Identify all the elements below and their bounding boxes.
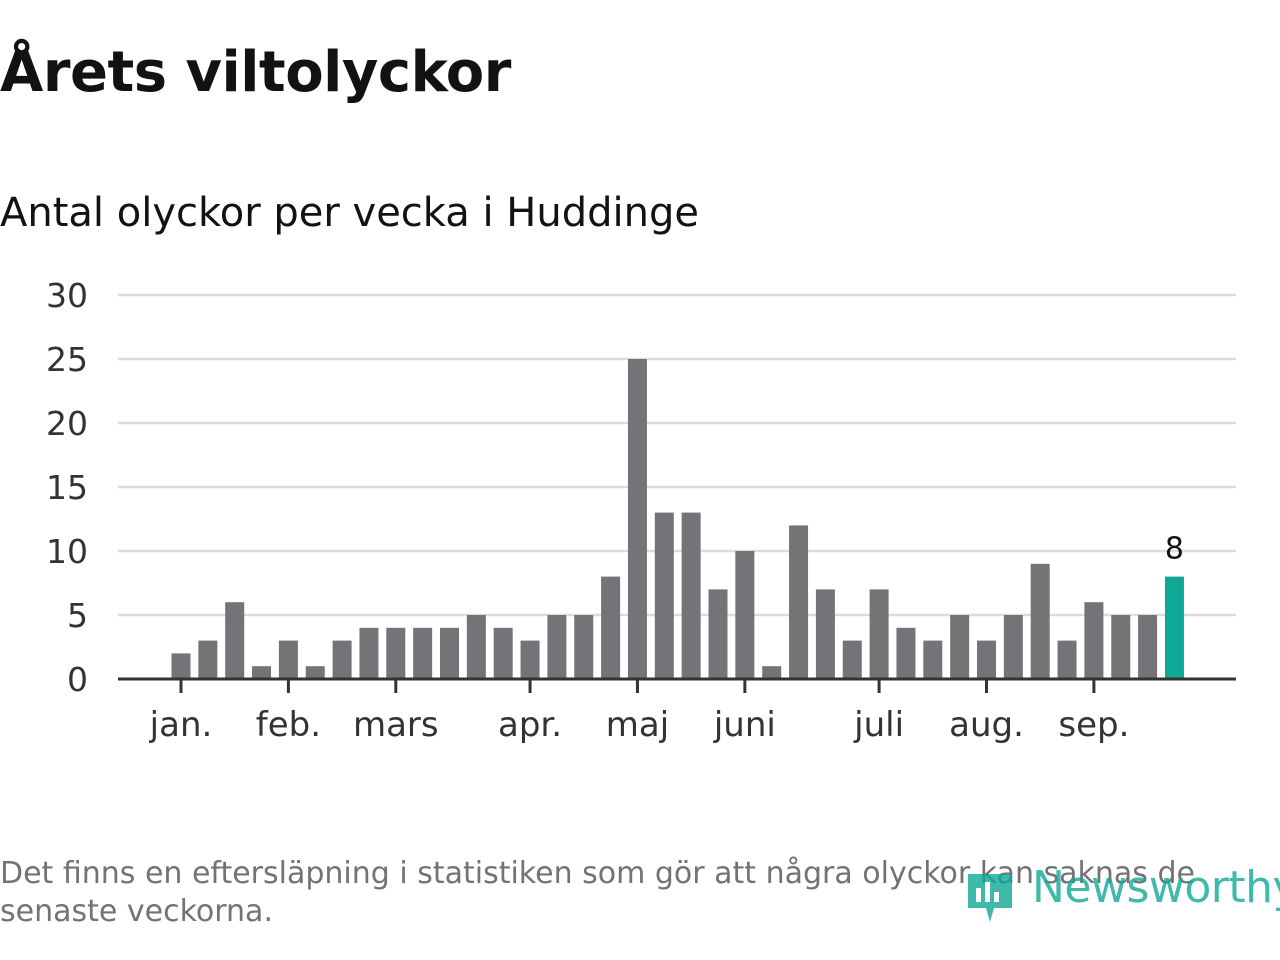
y-tick-label: 15 xyxy=(46,468,88,507)
bar xyxy=(440,627,459,679)
bar xyxy=(681,512,701,679)
bar xyxy=(1030,563,1050,679)
value-label: 8 xyxy=(1165,532,1184,567)
bar xyxy=(789,525,809,679)
bar xyxy=(198,640,218,679)
bar xyxy=(601,576,621,679)
bar xyxy=(1111,615,1131,679)
bar xyxy=(466,615,486,679)
bar xyxy=(386,627,406,679)
bar xyxy=(359,627,379,679)
x-tick-label: juni xyxy=(713,705,776,745)
x-tick-label: mars xyxy=(353,705,439,745)
brand-name: Newsworthy xyxy=(1032,862,1280,913)
y-tick-label: 25 xyxy=(46,340,88,379)
bar-chart: 0 5 10 15 20 25 30 jan. feb. mars apr. maj juni juli… xyxy=(46,276,1236,745)
bar xyxy=(1003,615,1023,679)
bar xyxy=(493,627,513,679)
y-tick-label: 30 xyxy=(46,276,88,315)
y-tick-label: 5 xyxy=(67,596,88,635)
bar xyxy=(252,666,272,679)
bar xyxy=(654,512,674,679)
bar xyxy=(520,640,540,679)
chart-subtitle: Antal olyckor per vecka i Huddinge xyxy=(0,190,699,236)
x-tick-label: juli xyxy=(853,705,904,745)
x-tick-label: sep. xyxy=(1058,705,1129,745)
x-axis: jan. feb. mars apr. maj juni juli aug. sep. xyxy=(118,677,1236,745)
bar xyxy=(762,666,782,679)
bar xyxy=(627,359,647,679)
bar xyxy=(842,640,862,679)
bar xyxy=(305,666,325,679)
bar xyxy=(896,627,916,679)
bar xyxy=(547,615,567,679)
bar xyxy=(225,602,245,679)
bar xyxy=(171,653,191,679)
y-tick-label: 20 xyxy=(46,404,88,443)
bar xyxy=(923,640,943,679)
bar xyxy=(950,615,970,679)
page-title: Årets viltolyckor xyxy=(0,40,511,105)
bar xyxy=(1084,602,1104,679)
bar xyxy=(1057,640,1077,679)
bar xyxy=(869,589,889,679)
bars xyxy=(171,359,1184,679)
y-axis: 0 5 10 15 20 25 30 xyxy=(46,276,88,699)
bar xyxy=(1138,615,1158,679)
y-tick-label: 10 xyxy=(46,532,88,571)
y-tick-label: 0 xyxy=(67,660,88,699)
newsworthy-logo-icon xyxy=(968,874,1012,922)
x-tick-label: feb. xyxy=(256,705,321,745)
bar xyxy=(815,589,835,679)
gridlines xyxy=(118,293,1236,617)
bar xyxy=(278,640,298,679)
bar xyxy=(413,627,433,679)
bar xyxy=(574,615,594,679)
newsworthy-brand: Newsworthy xyxy=(964,862,1280,926)
x-tick-label: aug. xyxy=(949,705,1024,745)
x-tick-label: apr. xyxy=(498,705,562,745)
x-tick-label: maj xyxy=(606,705,669,745)
value-labels: 8 xyxy=(1165,532,1184,567)
bar-highlight xyxy=(1164,576,1184,679)
bar xyxy=(332,640,352,679)
bar xyxy=(735,551,755,679)
bar xyxy=(708,589,728,679)
bar xyxy=(977,640,996,679)
x-tick-label: jan. xyxy=(149,705,213,745)
